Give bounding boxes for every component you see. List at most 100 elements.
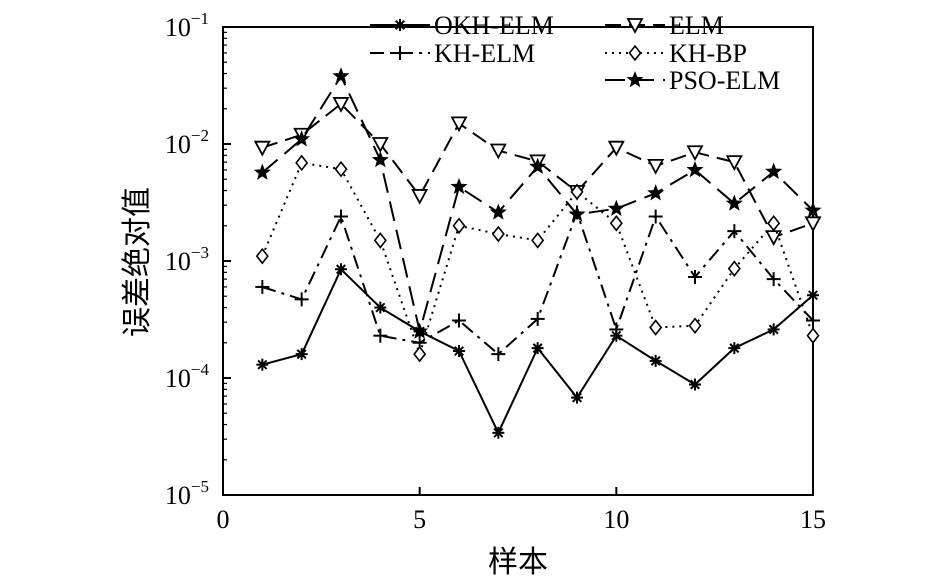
data-point-elm [804, 216, 822, 233]
series-layer [253, 67, 822, 439]
legend-label: PSO-ELM [669, 66, 780, 95]
data-point-kh-bp [767, 215, 781, 232]
data-point-kh-elm [452, 313, 466, 328]
series-elm [253, 97, 822, 247]
data-point-elm [411, 189, 429, 205]
plot-frame [222, 26, 814, 496]
data-point-okh-elm [256, 358, 269, 371]
data-point-kh-elm [766, 272, 781, 287]
data-point-okh-elm [531, 342, 544, 355]
data-point-kh-elm [491, 347, 506, 362]
data-point-kh-bp [373, 232, 387, 249]
data-point-pso-elm [529, 157, 547, 174]
data-point-elm [253, 140, 271, 157]
data-point-elm [765, 230, 783, 247]
data-point-elm [371, 137, 389, 153]
legend-marker [393, 46, 407, 60]
data-point-kh-bp [334, 160, 348, 178]
legend-label: KH-ELM [434, 39, 535, 68]
legend-marker [626, 18, 644, 34]
data-point-kh-elm [334, 209, 348, 224]
data-point-pso-elm [450, 177, 468, 195]
data-point-okh-elm [728, 342, 741, 355]
data-point-okh-elm [374, 301, 387, 314]
data-point-kh-bp [806, 327, 820, 344]
y-tick-label: 10−3 [165, 243, 209, 276]
data-point-kh-bp [295, 154, 309, 172]
data-point-elm [725, 155, 743, 172]
x-tick-label: 10 [603, 505, 629, 534]
data-point-okh-elm [649, 354, 662, 367]
series-pso-elm [253, 67, 822, 339]
legend-item-kh-elm: KH-ELM [370, 39, 535, 68]
data-point-kh-elm [294, 292, 309, 307]
y-tick-label: 10−2 [165, 126, 209, 159]
legend-item-pso-elm: PSO-ELM [605, 66, 780, 95]
data-point-kh-bp [452, 217, 466, 235]
x-tick-label: 15 [800, 505, 826, 534]
data-point-pso-elm [765, 162, 783, 179]
data-point-kh-bp [609, 215, 623, 232]
data-point-kh-bp [255, 247, 269, 265]
data-point-kh-bp [413, 345, 427, 363]
legend-label: OKH-ELM [434, 11, 554, 40]
data-point-kh-bp [727, 260, 741, 277]
axis-ticks: 0 5 10 15 10−5 10−4 10−3 10−2 10−1 [165, 9, 826, 534]
data-point-pso-elm [489, 203, 507, 220]
data-point-okh-elm [571, 391, 583, 404]
data-point-okh-elm [295, 348, 308, 361]
data-point-okh-elm [453, 345, 465, 358]
data-point-pso-elm [686, 160, 704, 178]
data-point-elm [607, 140, 625, 157]
data-point-kh-elm [727, 224, 742, 239]
series-kh-elm [255, 205, 820, 362]
data-point-okh-elm [689, 378, 701, 391]
y-tick-label: 10−1 [165, 9, 209, 42]
data-point-okh-elm [335, 263, 347, 276]
legend-item-okh-elm: OKH-ELM [370, 11, 554, 40]
data-point-pso-elm [607, 199, 625, 216]
data-point-kh-elm [688, 269, 702, 284]
legend-marker [628, 44, 642, 62]
data-point-kh-bp [491, 225, 505, 243]
data-point-elm [647, 158, 665, 175]
x-axis-title: 样本 [488, 546, 548, 579]
data-point-kh-bp [531, 232, 545, 249]
legend-item-kh-bp: KH-BP [605, 39, 747, 68]
data-point-kh-elm [806, 313, 820, 328]
data-point-pso-elm [411, 322, 429, 339]
data-point-kh-bp [649, 319, 663, 336]
data-point-elm [686, 145, 704, 162]
legend-item-elm: ELM [605, 11, 724, 40]
legend-marker [626, 71, 644, 88]
data-point-pso-elm [647, 184, 665, 201]
data-point-elm [489, 143, 507, 160]
data-point-pso-elm [568, 205, 586, 222]
y-tick-label: 10−5 [165, 477, 209, 510]
data-point-okh-elm [767, 323, 780, 336]
series-line-elm [261, 102, 814, 239]
legend-label: ELM [669, 11, 724, 40]
legend-marker [394, 19, 406, 31]
legend-label: KH-BP [669, 39, 747, 68]
data-point-kh-bp [570, 183, 584, 201]
data-point-pso-elm [804, 201, 822, 218]
data-point-okh-elm [807, 289, 819, 302]
y-axis-title: 误差绝对值 [121, 187, 154, 337]
data-point-elm [450, 116, 468, 133]
y-tick-label: 10−4 [165, 360, 210, 393]
data-point-pso-elm [332, 67, 350, 84]
series-kh-bp [255, 154, 820, 363]
data-point-kh-elm [609, 322, 624, 337]
data-point-kh-bp [688, 317, 702, 334]
data-point-kh-elm [373, 328, 388, 343]
data-point-okh-elm [492, 426, 505, 439]
data-point-pso-elm [253, 163, 271, 180]
data-point-kh-elm [648, 209, 663, 224]
series-okh-elm [256, 263, 819, 439]
data-point-elm [332, 97, 350, 113]
data-point-pso-elm [371, 150, 389, 168]
data-point-kh-elm [255, 279, 270, 294]
